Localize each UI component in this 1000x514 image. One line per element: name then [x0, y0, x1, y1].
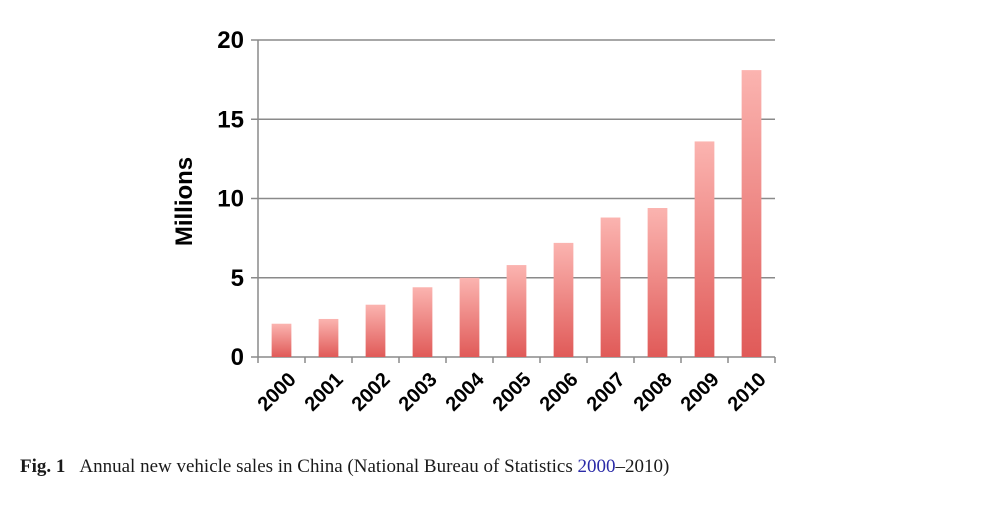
bars	[271, 70, 762, 358]
bar-2007	[600, 217, 621, 357]
figure-number: Fig. 1	[20, 456, 66, 477]
bar-2001	[318, 318, 339, 357]
bar-2008	[647, 208, 668, 357]
x-tick-label: 2009	[677, 369, 724, 416]
figure-caption: Fig. 1 Annual new vehicle sales in China …	[20, 456, 669, 478]
y-tick-label: 10	[217, 186, 244, 213]
y-axis-label: Millions	[171, 157, 198, 246]
x-tick-label: 2003	[395, 369, 442, 416]
x-tick-label: 2000	[254, 369, 301, 416]
x-tick-label: 2010	[724, 369, 771, 416]
x-tick-label: 2006	[536, 369, 583, 416]
bar-2006	[553, 242, 574, 357]
x-tick-label: 2005	[489, 369, 536, 416]
bar-2009	[694, 141, 715, 357]
bar-2002	[365, 304, 386, 357]
y-tick-label: 0	[231, 344, 244, 371]
y-tick-label: 20	[217, 27, 244, 54]
x-tick-label: 2001	[301, 369, 348, 416]
y-tick-labels: 0 5 10 15 20	[217, 27, 244, 371]
bar-2003	[412, 287, 433, 357]
bar-2004	[459, 277, 480, 357]
bar-2010	[741, 70, 762, 358]
caption-text: Annual new vehicle sales in China (Natio…	[79, 456, 578, 477]
caption-citation-link[interactable]: 2000	[577, 456, 616, 477]
bar-2005	[506, 265, 527, 357]
bar-2000	[271, 323, 292, 357]
caption-text-end: –2010)	[615, 456, 670, 477]
x-tick-labels: 2000 2001 2002 2003 2004 2005 2006 2007 2008 2009…	[254, 368, 771, 416]
x-tick-label: 2007	[583, 369, 630, 416]
y-tick-label: 5	[231, 265, 244, 292]
x-tick-label: 2004	[442, 368, 490, 416]
y-tick-label: 15	[217, 106, 244, 133]
x-tick-label: 2008	[630, 369, 677, 416]
x-tick-label: 2002	[348, 369, 395, 416]
